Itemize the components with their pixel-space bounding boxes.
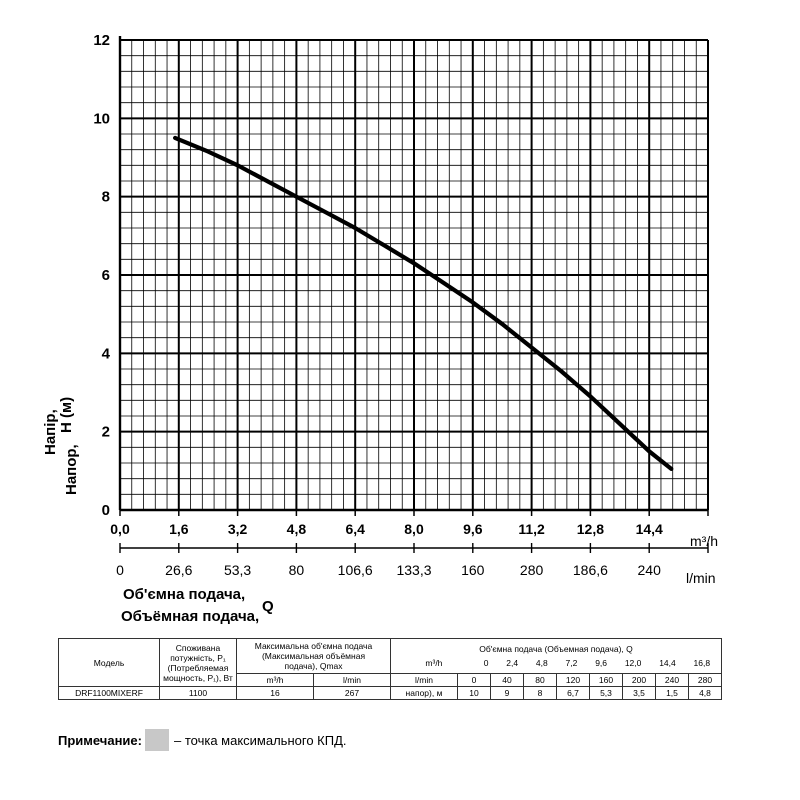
flow-lmin-value: 160 <box>589 673 623 687</box>
y-tick-label: 8 <box>102 189 110 206</box>
max-efficiency-swatch <box>144 729 169 751</box>
x2-tick-label: 280 <box>520 562 544 578</box>
power-header-line: мощность, P₁), Вт <box>163 672 233 683</box>
power-header: Споживана потужність, P₁ (Потребляемая м… <box>159 638 237 687</box>
x-tick-label: 3,2 <box>228 521 248 537</box>
x2-tick-labels: 0 26,6 53,3 80 106,6 133,3 160 280 186,6 240 <box>116 562 661 578</box>
major-grid <box>118 36 709 516</box>
y-axis-variable-wrap: H (м) <box>58 397 75 433</box>
head-cell: 6,7 <box>556 686 590 700</box>
head-cell: 10 <box>457 686 491 700</box>
x-unit-label: m³/h <box>690 533 718 549</box>
flow-m3h-value: 4,8 <box>535 658 548 668</box>
head-unit-cell: напор), м <box>390 686 458 700</box>
head-flow-chart: 0 2 4 6 8 10 12 0,0 1,6 3,2 4,8 6,4 8,0 9,6 11,2 12,8 1… <box>42 32 718 625</box>
qmax-m3h-header: m³/h <box>236 673 314 687</box>
qmax-header-line: (Максимальная объёмная <box>261 651 366 661</box>
flow-header-title: Об'ємна подача (Объемная подача), Q <box>479 644 633 654</box>
x-tick-labels: 0,0 1,6 3,2 4,8 6,4 8,0 9,6 11,2 12,8 14,4 <box>110 521 663 537</box>
qmax-header: Максимальна об'ємна подача (Максимальная… <box>236 638 391 674</box>
x-tick-label: 14,4 <box>636 521 663 537</box>
flow-m3h-value: 14,4 <box>659 658 676 668</box>
qmax-header-line: Максимальна об'ємна подача <box>254 641 373 651</box>
flow-header: Об'ємна подача (Объемная подача), Q m³/h… <box>390 638 722 674</box>
secondary-x-axis <box>119 543 709 553</box>
flow-m3h-unit: m³/h <box>425 658 443 668</box>
qmax-lmin-cell: 267 <box>313 686 391 700</box>
y-tick-label: 0 <box>102 502 110 519</box>
x2-tick-label: 26,6 <box>165 562 192 578</box>
x-tick-label: 6,4 <box>345 521 365 537</box>
performance-curve-group <box>173 135 674 471</box>
performance-curve <box>173 135 674 471</box>
x-axis-title-line-1: Об'ємна подача, <box>123 586 245 603</box>
flow-lmin-value: 240 <box>655 673 689 687</box>
x2-tick-label: 0 <box>116 562 124 578</box>
y-tick-label: 2 <box>102 424 110 441</box>
x-tick-label: 1,6 <box>169 521 189 537</box>
y-axis-title-line-2-wrap: Напор, <box>63 444 80 495</box>
x2-tick-label: 160 <box>461 562 485 578</box>
head-cell: 3,5 <box>622 686 656 700</box>
flow-m3h-value: 7,2 <box>565 658 578 668</box>
x-tick-label: 11,2 <box>518 521 545 537</box>
y-axis-title-line-1: Напір, <box>42 409 59 455</box>
power-cell: 1100 <box>159 686 237 700</box>
power-header-line: Споживана <box>175 642 221 653</box>
x2-tick-label: 80 <box>289 562 305 578</box>
x-axis-variable: Q <box>262 598 274 615</box>
power-header-line: потужність, P₁ <box>170 652 226 663</box>
y-axis-variable: H (м) <box>58 397 75 433</box>
head-cell: 9 <box>490 686 524 700</box>
x2-tick-label: 133,3 <box>396 562 431 578</box>
y-tick-label: 4 <box>102 345 111 362</box>
model-header: Модель <box>58 638 160 687</box>
y-axis-title-line-2: Напор, <box>63 444 80 495</box>
flow-m3h-value: 0 <box>483 658 489 668</box>
head-cell: 4,8 <box>688 686 722 700</box>
head-cell: 1,5 <box>655 686 689 700</box>
table-row: DRF1100MIXERF 1100 16 267 напор), м 10 9… <box>58 686 722 700</box>
qmax-m3h-cell: 16 <box>236 686 314 700</box>
y-tick-label: 10 <box>93 110 110 127</box>
flow-m3h-value: 2,4 <box>506 658 519 668</box>
flow-lmin-value: 40 <box>490 673 524 687</box>
x2-tick-label: 240 <box>638 562 662 578</box>
x-axis-title-line-2: Объёмная подача, <box>121 608 259 625</box>
x-tick-label: 9,6 <box>463 521 483 537</box>
flow-lmin-value: 280 <box>688 673 722 687</box>
qmax-header-line: подача), Qmax <box>284 661 343 671</box>
flow-m3h-value: 9,6 <box>595 658 608 668</box>
x-tick-label: 8,0 <box>404 521 424 537</box>
model-cell: DRF1100MIXERF <box>58 686 160 700</box>
y-axis-title-line-1-wrap: Напір, <box>42 409 59 455</box>
table-header-row: Модель Споживана потужність, P₁ (Потребл… <box>58 638 722 687</box>
flow-lmin-value: 0 <box>457 673 491 687</box>
note-label: Примечание: <box>58 732 142 748</box>
x2-tick-label: 186,6 <box>573 562 608 578</box>
x2-unit-label: l/min <box>686 570 716 586</box>
y-tick-label: 12 <box>93 32 110 49</box>
flow-lmin-value: 200 <box>622 673 656 687</box>
flow-m3h-row: m³/h 0 2,4 4,8 7,2 9,6 12,0 14,4 16,8 <box>393 658 719 668</box>
x-tick-label: 12,8 <box>577 521 604 537</box>
flow-m3h-value: 12,0 <box>624 658 642 668</box>
flow-lmin-unit: l/min <box>390 673 458 687</box>
head-cell: 8 <box>523 686 557 700</box>
head-cell: 5,3 <box>589 686 623 700</box>
flow-lmin-value: 80 <box>523 673 557 687</box>
spec-table: Модель Споживана потужність, P₁ (Потребл… <box>58 638 722 700</box>
y-tick-label: 6 <box>102 267 110 284</box>
flow-m3h-value: 16,8 <box>693 658 711 668</box>
y-tick-labels: 0 2 4 6 8 10 12 <box>93 32 110 519</box>
x-tick-label: 4,8 <box>287 521 307 537</box>
note-text: – точка максимального КПД. <box>173 732 347 748</box>
x2-tick-label: 53,3 <box>224 562 251 578</box>
note: Примечание: – точка максимального КПД. <box>58 729 347 751</box>
qmax-lmin-header: l/min <box>313 673 391 687</box>
x2-tick-label: 106,6 <box>338 562 373 578</box>
flow-lmin-value: 120 <box>556 673 590 687</box>
power-header-line: (Потребляемая <box>167 662 229 673</box>
x-tick-label: 0,0 <box>110 521 130 537</box>
